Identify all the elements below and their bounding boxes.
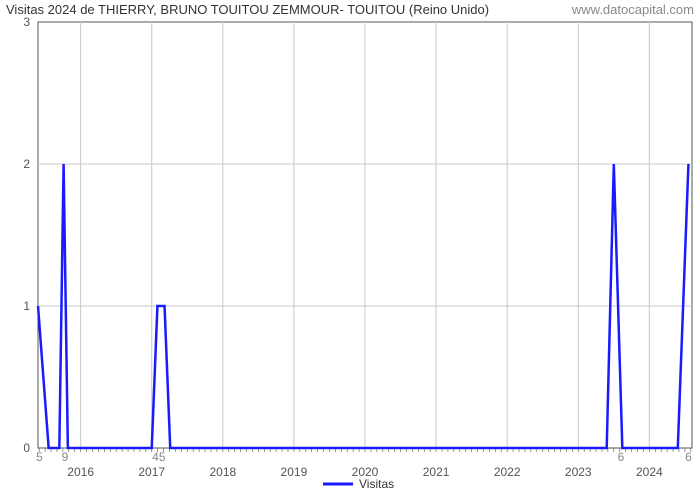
x-tick-label: 2023 xyxy=(565,465,592,479)
watermark: www.datocapital.com xyxy=(571,2,694,17)
secondary-x-label: 9 xyxy=(62,450,69,464)
chart-svg: Visitas 2024 de THIERRY, BRUNO TOUITOU Z… xyxy=(0,0,700,500)
x-tick-label: 2024 xyxy=(636,465,663,479)
y-tick-label: 0 xyxy=(23,441,30,455)
x-tick-label: 2019 xyxy=(281,465,308,479)
x-tick-label: 2016 xyxy=(67,465,94,479)
legend-label: Visitas xyxy=(359,477,394,491)
chart-title: Visitas 2024 de THIERRY, BRUNO TOUITOU Z… xyxy=(6,2,489,17)
visits-chart: Visitas 2024 de THIERRY, BRUNO TOUITOU Z… xyxy=(0,0,700,500)
y-tick-label: 1 xyxy=(23,299,30,313)
secondary-x-label: 5 xyxy=(36,450,43,464)
x-tick-label: 2021 xyxy=(423,465,450,479)
secondary-x-label: 6 xyxy=(685,450,692,464)
secondary-x-label: 45 xyxy=(152,450,166,464)
x-tick-label: 2018 xyxy=(209,465,236,479)
x-tick-label: 2022 xyxy=(494,465,521,479)
y-tick-label: 2 xyxy=(23,157,30,171)
x-tick-label: 2017 xyxy=(138,465,165,479)
y-tick-label: 3 xyxy=(23,15,30,29)
secondary-x-label: 6 xyxy=(618,450,625,464)
